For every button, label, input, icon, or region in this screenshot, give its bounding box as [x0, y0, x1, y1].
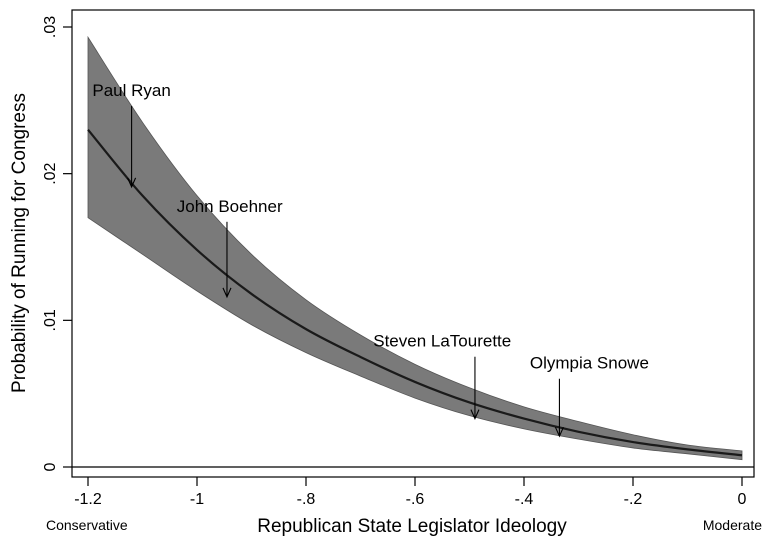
annotation-label: Steven LaTourette [373, 332, 511, 351]
x-axis-title: Republican State Legislator Ideology [257, 516, 567, 537]
annotation-label: John Boehner [177, 197, 283, 216]
y-tick-label: .02 [42, 162, 59, 184]
annotation-arrowhead [222, 287, 232, 299]
annotation: Olympia Snowe [530, 354, 649, 438]
fitted-probability-line [87, 128, 743, 457]
y-axis-title: Probability of Running for Congress [9, 93, 30, 393]
x-end-label-left: Conservative [46, 517, 128, 533]
annotation-label: Olympia Snowe [530, 354, 649, 373]
annotation: Steven LaTourette [373, 332, 511, 420]
x-tick-label: -1 [190, 491, 204, 508]
annotation-label: Paul Ryan [92, 81, 170, 100]
x-tick-label: -1.2 [74, 491, 102, 508]
annotations: Paul Ryan John Boehner Steven LaTourette Ol… [92, 81, 649, 438]
x-axis: -1.2 -1 -.8 -.6 -.4 -.2 0 [74, 477, 747, 508]
x-tick-label: 0 [738, 491, 747, 508]
y-tick-label: .01 [42, 309, 59, 331]
annotation: Paul Ryan [92, 81, 171, 189]
x-tick-label: -.2 [624, 491, 643, 508]
fit-line-layer [87, 128, 743, 457]
confidence-band-layer [87, 35, 743, 461]
y-axis: 0 .01 .02 .03 [42, 16, 72, 471]
annotation-arrowhead [470, 409, 480, 420]
x-tick-label: -.8 [297, 491, 316, 508]
plot-frame [71, 9, 755, 478]
annotation-arrowhead [127, 177, 137, 189]
x-tick-label: -.4 [515, 491, 534, 508]
confidence-band [87, 35, 743, 461]
annotation-arrowhead [554, 426, 564, 438]
x-tick-label: -.6 [406, 491, 425, 508]
y-tick-label: .03 [42, 16, 59, 38]
x-end-label-right: Moderate [703, 517, 762, 533]
annotation: John Boehner [177, 197, 283, 299]
y-tick-label: 0 [42, 462, 59, 471]
